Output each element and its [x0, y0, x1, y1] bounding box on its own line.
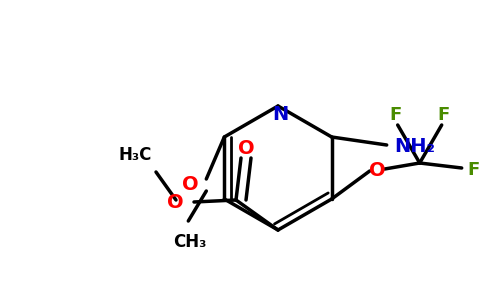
Text: H₃C: H₃C [119, 146, 152, 164]
Text: O: O [167, 193, 184, 211]
Text: N: N [272, 104, 288, 124]
Text: O: O [182, 176, 198, 194]
Text: F: F [438, 106, 450, 124]
Text: O: O [238, 139, 254, 158]
Text: CH₃: CH₃ [174, 233, 207, 251]
Text: F: F [468, 161, 480, 179]
Text: O: O [369, 161, 386, 181]
Text: NH₂: NH₂ [394, 137, 435, 157]
Text: F: F [390, 106, 402, 124]
